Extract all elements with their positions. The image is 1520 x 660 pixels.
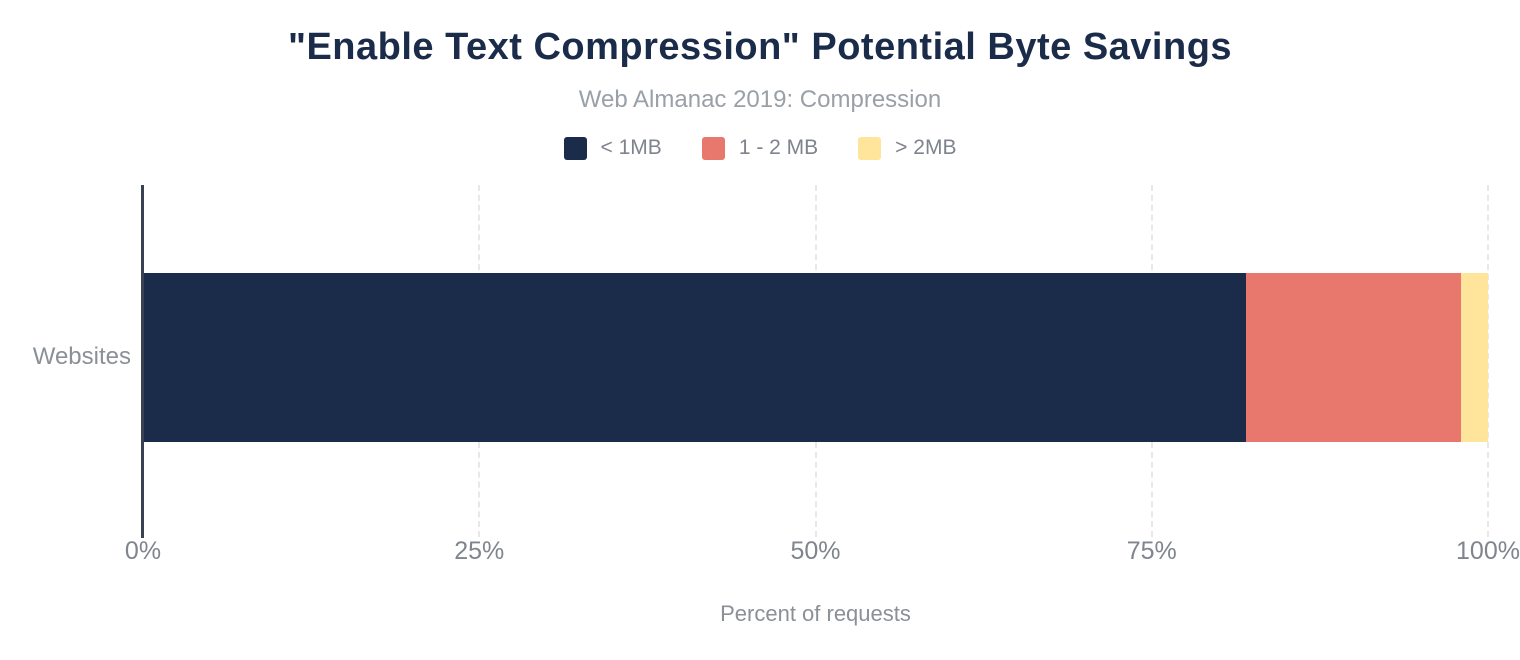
gridline: [1487, 185, 1489, 537]
legend-item-gt-2mb[interactable]: > 2MB: [858, 136, 956, 160]
legend-label: < 1MB: [600, 136, 662, 159]
x-tick-label: 100%: [1456, 537, 1520, 565]
plot-area: [143, 185, 1489, 537]
legend: < 1MB 1 - 2 MB > 2MB: [0, 136, 1520, 160]
x-tick-label: 75%: [1126, 537, 1177, 565]
y-axis-category-label: Websites: [32, 343, 131, 370]
x-tick-label: 50%: [790, 537, 841, 565]
stacked-bar: [143, 273, 1488, 442]
legend-label: 1 - 2 MB: [738, 136, 819, 159]
y-axis-line: [141, 185, 144, 538]
x-tick-label: 25%: [454, 537, 505, 565]
chart-subtitle: Web Almanac 2019: Compression: [578, 86, 942, 113]
x-tick-label: 0%: [124, 537, 162, 565]
legend-swatch-icon: [858, 136, 882, 160]
bar-segment-3[interactable]: [1461, 273, 1488, 442]
legend-item-1-2mb[interactable]: 1 - 2 MB: [701, 136, 819, 160]
x-axis-ticks: 0% 25% 50% 75% 100%: [125, 537, 1520, 569]
legend-item-lt-1mb[interactable]: < 1MB: [563, 136, 662, 160]
bar-segment-2[interactable]: [1245, 273, 1462, 442]
legend-swatch-icon: [563, 136, 587, 160]
legend-label: > 2MB: [895, 136, 957, 159]
chart-title: "Enable Text Compression" Potential Byte…: [287, 26, 1233, 68]
x-axis-title: Percent of requests: [720, 601, 911, 626]
legend-swatch-icon: [701, 136, 725, 160]
bar-segment-1[interactable]: [143, 273, 1246, 442]
